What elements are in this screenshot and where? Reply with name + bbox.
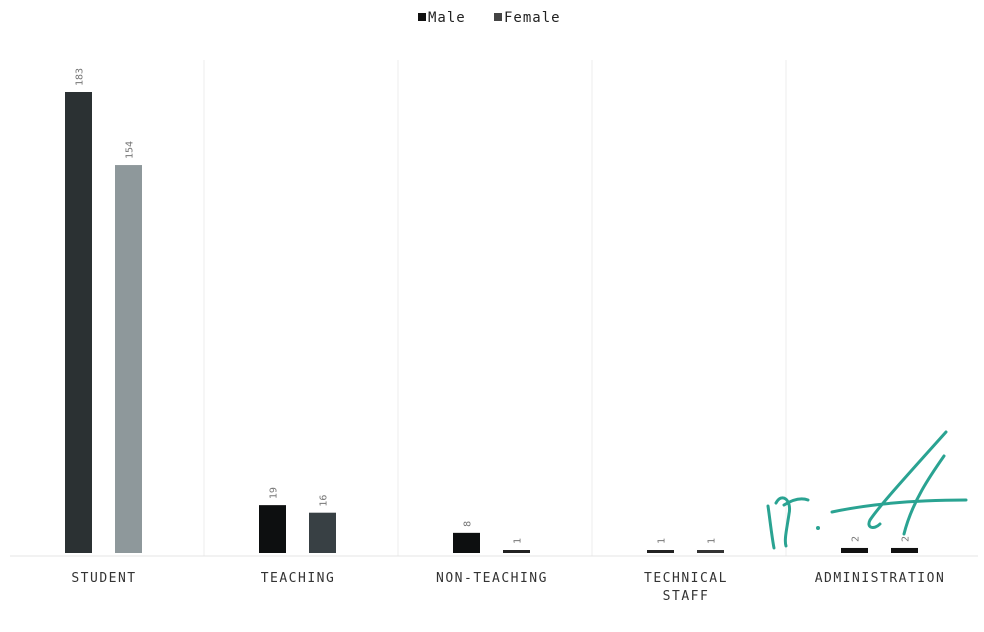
data-label: 19 bbox=[269, 487, 280, 499]
bar-female bbox=[115, 165, 142, 554]
bar-male bbox=[647, 550, 674, 553]
bar-male bbox=[453, 532, 480, 553]
data-labels: 183 154 19 16 8 1 1 1 2 2 bbox=[75, 68, 912, 544]
signature-stroke bbox=[766, 504, 776, 550]
x-tick-label: STUDENT bbox=[71, 571, 136, 586]
grid-lines bbox=[203, 60, 787, 556]
data-label: 2 bbox=[851, 536, 862, 542]
legend: Male Female bbox=[418, 10, 561, 26]
bar-female bbox=[891, 547, 918, 553]
bar-female bbox=[503, 550, 530, 553]
x-tick-label: TEACHING bbox=[261, 571, 336, 586]
data-label: 1 bbox=[657, 538, 668, 544]
handwritten-signature bbox=[766, 430, 968, 550]
legend-swatch-male bbox=[418, 13, 426, 21]
signature-stroke bbox=[830, 498, 968, 514]
data-label: 8 bbox=[463, 521, 474, 527]
legend-label-male: Male bbox=[428, 10, 466, 26]
bar-male bbox=[259, 505, 286, 553]
data-label: 154 bbox=[125, 141, 136, 159]
signature-stroke bbox=[867, 430, 948, 529]
data-label: 1 bbox=[707, 538, 718, 544]
category-tick-labels: STUDENT TEACHING NON-TEACHING TECHNICAL STAF… bbox=[71, 571, 946, 604]
signature-dot bbox=[816, 526, 820, 530]
legend-swatch-female bbox=[494, 13, 502, 21]
x-tick-label: ADMINISTRATION bbox=[815, 571, 946, 586]
signature-stroke bbox=[774, 496, 792, 548]
data-label: 2 bbox=[901, 536, 912, 542]
x-tick-label: NON-TEACHING bbox=[436, 571, 548, 586]
signature-stroke bbox=[782, 497, 810, 507]
bar-female bbox=[697, 550, 724, 553]
data-label: 183 bbox=[75, 68, 86, 86]
x-tick-label: STAFF bbox=[663, 589, 710, 604]
signature-stroke bbox=[902, 454, 946, 536]
data-label: 1 bbox=[513, 538, 524, 544]
bar-male bbox=[65, 92, 92, 553]
bar-female bbox=[309, 512, 336, 553]
bar-male bbox=[841, 547, 868, 553]
legend-label-female: Female bbox=[504, 10, 561, 26]
bars bbox=[65, 92, 918, 554]
data-label: 16 bbox=[319, 495, 330, 507]
x-tick-label: TECHNICAL bbox=[644, 571, 728, 586]
